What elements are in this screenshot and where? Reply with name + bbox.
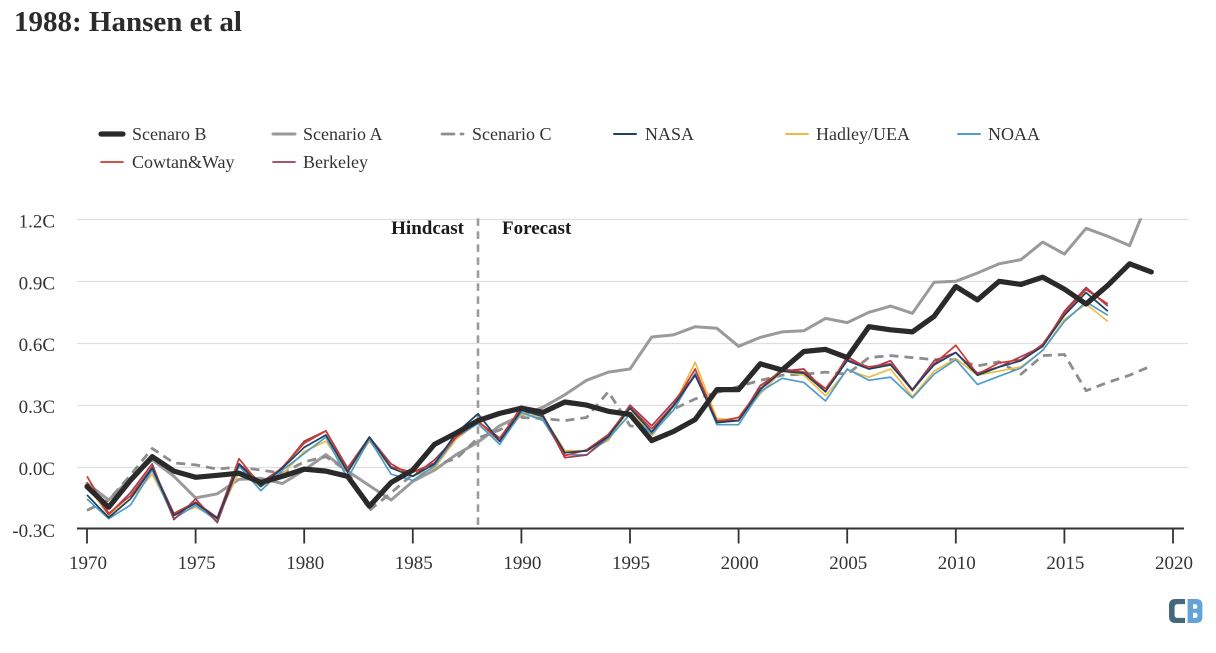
svg-text:1995: 1995 xyxy=(612,553,650,574)
svg-text:2010: 2010 xyxy=(938,553,976,574)
svg-text:1975: 1975 xyxy=(178,553,216,574)
svg-text:Berkeley: Berkeley xyxy=(303,152,368,172)
svg-text:Hadley/UEA: Hadley/UEA xyxy=(816,124,910,144)
svg-text:1970: 1970 xyxy=(69,553,107,574)
svg-text:0.6C: 0.6C xyxy=(19,335,55,356)
svg-text:Scenario A: Scenario A xyxy=(303,124,382,144)
svg-text:2005: 2005 xyxy=(829,553,867,574)
svg-text:2000: 2000 xyxy=(721,553,759,574)
svg-text:Cowtan&Way: Cowtan&Way xyxy=(132,152,235,172)
svg-text:0.9C: 0.9C xyxy=(19,273,55,294)
svg-text:1990: 1990 xyxy=(503,553,541,574)
svg-text:Scenario C: Scenario C xyxy=(472,124,551,144)
svg-text:0.3C: 0.3C xyxy=(19,397,55,418)
svg-text:2015: 2015 xyxy=(1046,553,1084,574)
svg-text:1.2C: 1.2C xyxy=(19,211,55,232)
svg-text:1985: 1985 xyxy=(395,553,433,574)
svg-text:Scenaro B: Scenaro B xyxy=(132,124,206,144)
svg-text:0.0C: 0.0C xyxy=(19,459,55,480)
svg-text:-0.3C: -0.3C xyxy=(12,521,55,542)
svg-text:1980: 1980 xyxy=(286,553,324,574)
svg-text:1988: Hansen et al: 1988: Hansen et al xyxy=(14,6,242,38)
svg-text:NOAA: NOAA xyxy=(988,124,1040,144)
svg-text:Forecast: Forecast xyxy=(502,218,572,239)
svg-text:NASA: NASA xyxy=(645,124,694,144)
svg-text:2020: 2020 xyxy=(1155,553,1193,574)
svg-text:Hindcast: Hindcast xyxy=(391,218,465,239)
